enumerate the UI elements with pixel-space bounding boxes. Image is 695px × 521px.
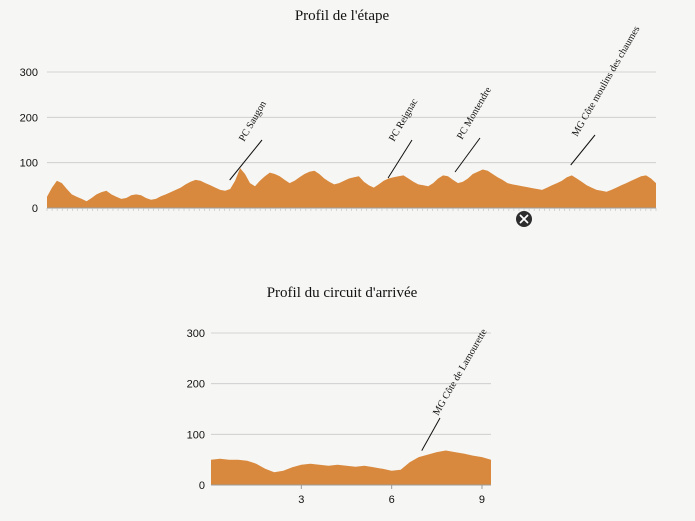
y-tick-label: 300 <box>20 67 38 79</box>
chart-title: Profil du circuit d'arrivée <box>267 285 418 301</box>
x-tick-label: 9 <box>479 494 485 506</box>
climb-label: PC Saugon <box>237 99 269 143</box>
y-tick-label: 100 <box>20 158 38 170</box>
elevation-area <box>47 168 656 208</box>
close-icon[interactable] <box>516 211 532 227</box>
x-tick-label: 3 <box>298 494 304 506</box>
y-gridlines <box>47 71 656 164</box>
finish-circuit-chart: Profil du circuit d'arrivée 0 100 200 300 3… <box>187 285 491 506</box>
climb-label: PC Reignac <box>387 96 421 143</box>
y-tick-labels: 0 100 200 300 <box>187 328 205 492</box>
climb-label: MG Côte moulins des chaumes <box>570 24 642 138</box>
annotation-leader <box>229 139 263 181</box>
x-minor-ticks <box>46 208 657 211</box>
y-tick-labels: 0 100 200 300 <box>20 67 38 215</box>
x-tick-label: 6 <box>389 494 395 506</box>
y-tick-label: 300 <box>187 328 205 340</box>
annotation-leader <box>570 134 596 166</box>
y-tick-label: 100 <box>187 429 205 441</box>
climb-label: MG Côte de Lamourette <box>431 327 490 418</box>
chart-title: Profil de l'étape <box>295 8 390 24</box>
climb-annotations: PC Saugon PC Reignac PC Montendre MG Côte m… <box>229 24 642 181</box>
climb-label: PC Montendre <box>455 85 494 142</box>
y-tick-label: 200 <box>187 379 205 391</box>
y-tick-label: 0 <box>199 480 205 492</box>
annotation-leader <box>421 417 441 451</box>
annotation-leader <box>454 137 481 173</box>
elevation-area <box>211 450 491 485</box>
y-gridlines <box>211 332 491 435</box>
y-tick-label: 200 <box>20 112 38 124</box>
annotation-leader <box>387 139 413 179</box>
x-tick-labels: 3 6 9 <box>298 485 485 506</box>
climb-annotations: MG Côte de Lamourette <box>421 327 490 451</box>
y-tick-label: 0 <box>32 203 38 215</box>
